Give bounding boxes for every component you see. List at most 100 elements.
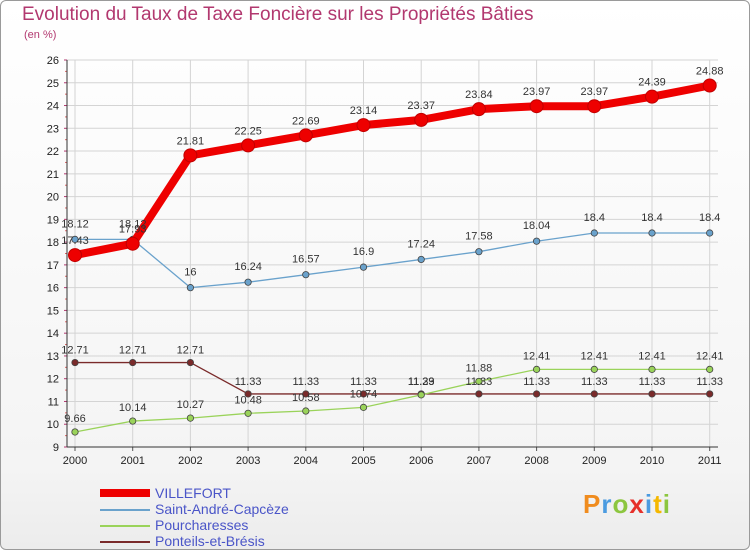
data-label-3: 11.33	[408, 376, 435, 388]
data-label-1: 18.04	[523, 220, 551, 232]
series-point-2	[532, 365, 541, 373]
series-point-0	[471, 102, 486, 117]
data-label-3: 11.33	[696, 376, 723, 388]
data-label-2: 10.27	[177, 399, 205, 411]
y-tick-label: 21	[47, 169, 59, 181]
data-label-2: 12.41	[523, 350, 551, 362]
legend-swatch-pourcharesses	[100, 525, 150, 527]
y-tick-label: 20	[47, 192, 59, 204]
data-label-2: 12.41	[696, 350, 724, 362]
data-label-1: 16.57	[292, 254, 320, 266]
series-point-1	[475, 248, 483, 256]
y-tick-label: 19	[47, 214, 59, 226]
series-point-3	[302, 390, 310, 398]
series-point-0	[183, 148, 198, 163]
data-labels: 17.43 17.93 21.81 22.25 22.69 23.14 23.37 23.84…	[61, 65, 723, 424]
legend-label-villefort: VILLEFORT	[155, 485, 231, 501]
legend-swatch-saint-andre	[100, 509, 150, 511]
data-label-2: 11.88	[466, 362, 493, 374]
unit-label: (en %)	[24, 29, 57, 41]
series-point-2	[706, 365, 714, 373]
data-label-0: 23.97	[581, 86, 609, 98]
y-tick-label: 26	[47, 55, 59, 67]
y-tick-label: 22	[47, 146, 59, 158]
x-tick-label: 2002	[178, 455, 202, 467]
axes	[64, 59, 718, 451]
x-tick-label: 2009	[582, 455, 606, 467]
data-label-0: 17.43	[61, 235, 89, 247]
data-label-1: 17.58	[465, 231, 493, 243]
series-point-1	[186, 284, 194, 292]
series-point-1	[532, 237, 541, 245]
data-label-2: 10.48	[234, 394, 262, 406]
series-layer	[68, 78, 717, 436]
data-label-1: 16.9	[353, 246, 374, 258]
x-axis-ticks: 2000 2001 2002 2003 2004 2005 2006 2007 2008 2009…	[63, 455, 722, 467]
series-line-2	[74, 368, 711, 433]
y-tick-label: 23	[47, 123, 59, 135]
y-tick-label: 14	[47, 328, 59, 340]
series-point-1	[71, 235, 79, 243]
y-tick-label: 25	[47, 78, 59, 90]
data-label-0: 23.97	[523, 86, 551, 98]
series-point-1	[706, 229, 714, 237]
series-point-2	[302, 407, 310, 415]
series-point-2	[648, 365, 656, 373]
grid-lines	[67, 59, 718, 448]
series-point-2	[244, 409, 252, 417]
y-tick-label: 9	[53, 442, 59, 454]
series-point-0	[645, 89, 659, 104]
series-point-1	[590, 229, 598, 237]
x-tick-label: 2004	[294, 455, 318, 467]
series-point-0	[414, 112, 429, 127]
data-label-0: 24.88	[696, 65, 724, 77]
data-label-0: 17.93	[119, 224, 147, 236]
y-tick-label: 12	[47, 374, 59, 386]
x-tick-label: 2010	[640, 455, 664, 467]
series-point-0	[241, 138, 256, 153]
legend-item-villefort: VILLEFORT	[100, 485, 360, 501]
series-point-0	[529, 99, 544, 114]
data-label-3: 11.33	[523, 376, 550, 388]
x-tick-label: 2007	[467, 455, 491, 467]
y-tick-label: 11	[48, 396, 59, 408]
data-label-3: 12.71	[177, 345, 205, 357]
series-point-3	[475, 390, 483, 398]
series-point-2	[359, 403, 368, 411]
data-label-3: 11.33	[639, 376, 666, 388]
series-point-1	[359, 263, 368, 271]
series-point-0	[356, 118, 371, 133]
data-label-3: 11.33	[581, 376, 608, 388]
x-tick-label: 2008	[524, 455, 548, 467]
data-label-0: 24.39	[638, 77, 666, 89]
data-label-1: 17.24	[407, 238, 435, 250]
data-label-0: 22.69	[292, 115, 320, 127]
series-point-1	[648, 229, 656, 237]
data-label-0: 23.84	[465, 89, 493, 101]
legend-label-ponteils: Ponteils-et-Brésis	[155, 533, 265, 549]
series-point-3	[648, 390, 656, 398]
x-tick-label: 2001	[120, 455, 144, 467]
y-tick-label: 18	[47, 237, 59, 249]
series-point-2	[71, 428, 79, 436]
legend: VILLEFORT Saint-André-Capcèze Pourchares…	[100, 485, 360, 549]
data-label-1: 18.4	[584, 212, 605, 224]
data-label-3: 11.33	[292, 376, 319, 388]
legend-item-saint-andre: Saint-André-Capcèze	[100, 501, 360, 517]
y-tick-label: 16	[47, 283, 59, 295]
legend-label-pourcharesses: Pourcharesses	[155, 517, 249, 533]
data-label-2: 12.41	[638, 350, 666, 362]
data-label-3: 12.71	[119, 345, 147, 357]
data-label-3: 11.33	[235, 376, 262, 388]
series-point-0	[587, 99, 602, 114]
y-tick-label: 13	[47, 351, 59, 363]
legend-label-saint-andre: Saint-André-Capcèze	[155, 501, 289, 517]
legend-item-ponteils: Ponteils-et-Brésis	[100, 533, 360, 549]
x-tick-label: 2006	[409, 455, 433, 467]
data-label-1: 18.12	[61, 218, 89, 230]
series-point-1	[244, 278, 252, 286]
x-tick-label: 2011	[698, 455, 722, 467]
legend-item-pourcharesses: Pourcharesses	[100, 517, 360, 533]
x-tick-label: 2003	[236, 455, 260, 467]
legend-swatch-villefort	[100, 489, 150, 497]
